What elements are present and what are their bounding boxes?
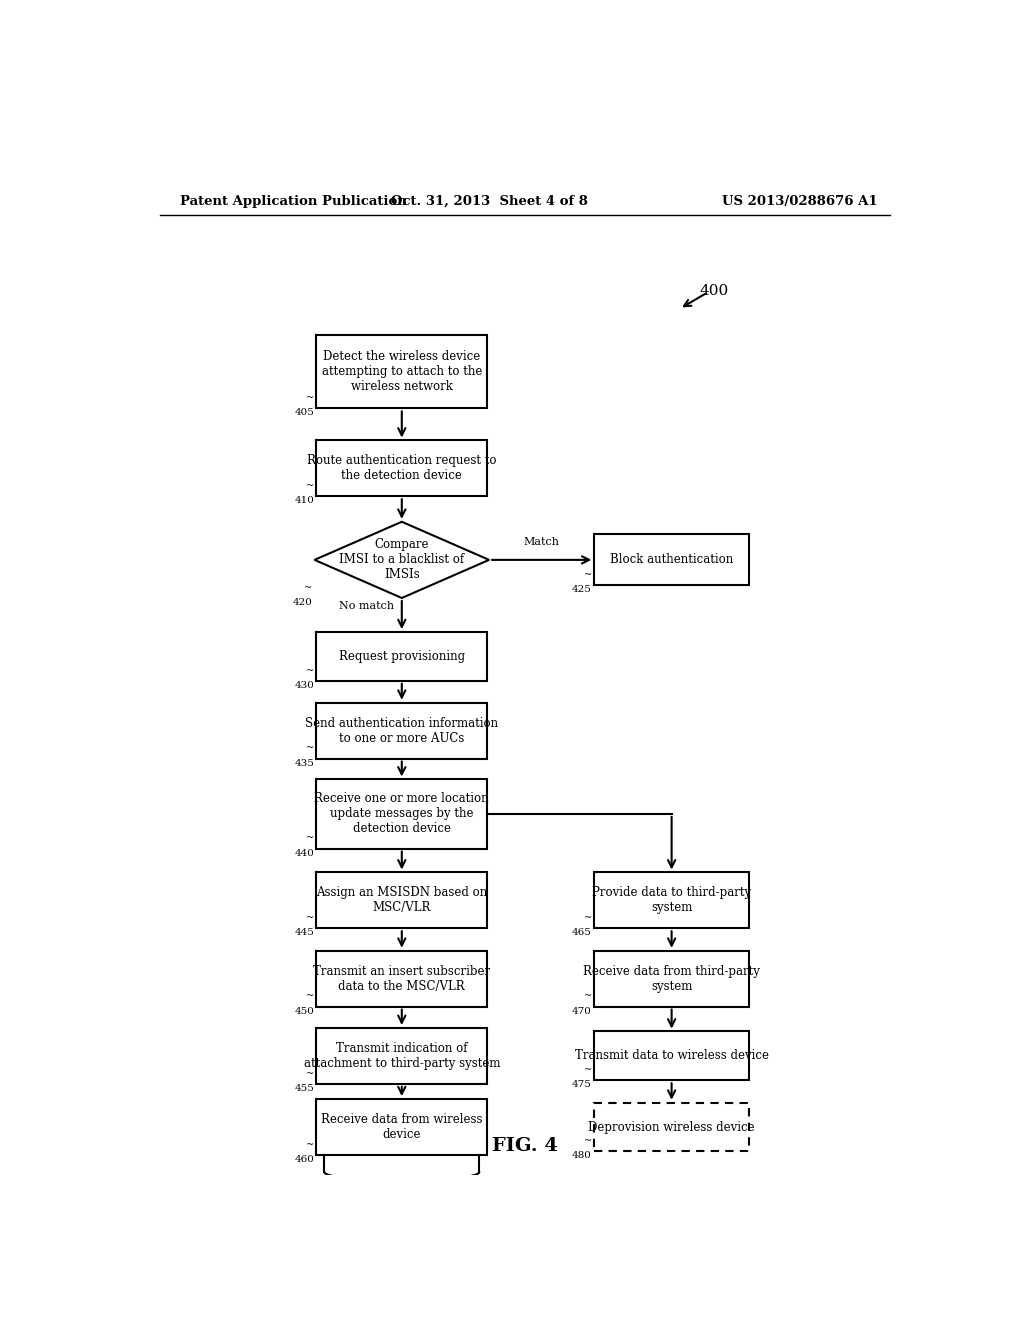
Text: ~: ~	[306, 743, 314, 752]
Text: Route authentication request to
the detection device: Route authentication request to the dete…	[307, 454, 497, 482]
Bar	[316, 779, 487, 849]
Text: ~: ~	[584, 1065, 592, 1074]
Text: No match: No match	[339, 601, 393, 611]
Text: Compare
IMSI to a blacklist of
IMSIs: Compare IMSI to a blacklist of IMSIs	[339, 539, 464, 581]
Text: 425: 425	[572, 585, 592, 594]
Text: Deprovision wireless device: Deprovision wireless device	[589, 1121, 755, 1134]
Text: Transmit an insert subscriber
data to the MSC/VLR: Transmit an insert subscriber data to th…	[313, 965, 490, 993]
Text: Receive one or more location
update messages by the
detection device: Receive one or more location update mess…	[314, 792, 489, 836]
Bar	[316, 441, 487, 496]
Polygon shape	[314, 521, 489, 598]
Bar	[594, 873, 749, 928]
Text: 480: 480	[572, 1151, 592, 1160]
Text: US 2013/0288676 A1: US 2013/0288676 A1	[722, 194, 878, 207]
Text: ~: ~	[306, 665, 314, 675]
Text: Receive data from wireless
device: Receive data from wireless device	[322, 1113, 482, 1140]
Text: Receive data from third-party
system: Receive data from third-party system	[584, 965, 760, 993]
Text: 420: 420	[292, 598, 312, 607]
Bar	[316, 1028, 487, 1084]
Bar	[594, 1102, 749, 1151]
Text: ~: ~	[584, 570, 592, 579]
Text: ~: ~	[306, 1069, 314, 1077]
Text: ~: ~	[306, 393, 314, 403]
Bar	[316, 632, 487, 681]
Bar	[316, 950, 487, 1007]
Bar	[594, 950, 749, 1007]
Text: ~: ~	[584, 913, 592, 923]
Text: 430: 430	[294, 681, 314, 690]
Text: Transmit data to wireless device: Transmit data to wireless device	[574, 1049, 769, 1063]
Text: 450: 450	[294, 1007, 314, 1015]
Text: Oct. 31, 2013  Sheet 4 of 8: Oct. 31, 2013 Sheet 4 of 8	[390, 194, 588, 207]
Text: Request provisioning: Request provisioning	[339, 649, 465, 663]
Text: 410: 410	[294, 496, 314, 506]
Text: 460: 460	[294, 1155, 314, 1164]
Text: ~: ~	[306, 833, 314, 842]
Text: Transmit indication of
attachment to third-party system: Transmit indication of attachment to thi…	[303, 1041, 500, 1071]
Bar	[316, 335, 487, 408]
Text: 465: 465	[572, 928, 592, 937]
Text: 475: 475	[572, 1080, 592, 1089]
Bar	[316, 1100, 487, 1155]
Text: ~: ~	[584, 1137, 592, 1146]
Text: 470: 470	[572, 1007, 592, 1015]
Text: 455: 455	[294, 1084, 314, 1093]
Text: Block authentication: Block authentication	[610, 553, 733, 566]
Text: FIG. 4: FIG. 4	[492, 1138, 558, 1155]
Bar	[594, 1031, 749, 1080]
Bar	[316, 702, 487, 759]
Text: Assign an MSISDN based on
MSC/VLR: Assign an MSISDN based on MSC/VLR	[316, 886, 487, 915]
Text: ~: ~	[306, 913, 314, 923]
Text: Match: Match	[523, 537, 560, 546]
Text: ~: ~	[306, 1140, 314, 1148]
Text: ~: ~	[306, 991, 314, 1001]
Text: ~: ~	[584, 991, 592, 1001]
Text: Send authentication information
to one or more AUCs: Send authentication information to one o…	[305, 717, 499, 744]
Bar	[594, 535, 749, 585]
Text: ~: ~	[306, 482, 314, 490]
Bar	[316, 873, 487, 928]
Text: 440: 440	[294, 849, 314, 858]
Text: 435: 435	[294, 759, 314, 768]
Text: Patent Application Publication: Patent Application Publication	[179, 194, 407, 207]
Text: ~: ~	[304, 583, 312, 591]
Text: 405: 405	[294, 408, 314, 417]
Text: 400: 400	[699, 284, 729, 297]
Text: Detect the wireless device
attempting to attach to the
wireless network: Detect the wireless device attempting to…	[322, 350, 482, 393]
Text: Provide data to third-party
system: Provide data to third-party system	[592, 886, 752, 915]
Text: 445: 445	[294, 928, 314, 937]
